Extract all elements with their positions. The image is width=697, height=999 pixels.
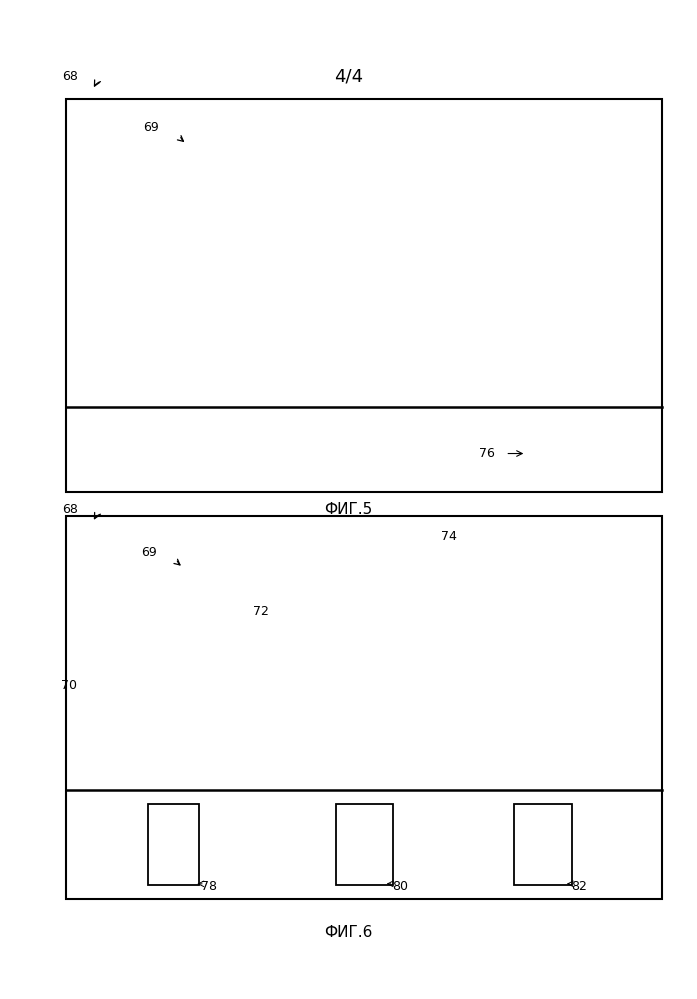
- FancyBboxPatch shape: [426, 211, 456, 404]
- FancyBboxPatch shape: [313, 682, 344, 786]
- FancyBboxPatch shape: [276, 697, 306, 786]
- FancyBboxPatch shape: [614, 115, 644, 404]
- FancyBboxPatch shape: [201, 726, 231, 786]
- Bar: [609, 416, 645, 484]
- FancyBboxPatch shape: [464, 623, 493, 786]
- Text: ФИГ.6: ФИГ.6: [324, 924, 373, 940]
- FancyBboxPatch shape: [351, 250, 381, 404]
- Bar: [526, 440, 645, 460]
- FancyBboxPatch shape: [125, 365, 155, 404]
- FancyBboxPatch shape: [351, 667, 381, 786]
- Text: 76: 76: [479, 447, 495, 460]
- Text: S: S: [520, 810, 566, 879]
- FancyBboxPatch shape: [539, 153, 569, 404]
- Text: 4/4: 4/4: [334, 68, 363, 86]
- Text: 80: 80: [392, 879, 408, 892]
- FancyBboxPatch shape: [88, 771, 118, 786]
- FancyBboxPatch shape: [464, 192, 493, 404]
- FancyBboxPatch shape: [576, 578, 606, 786]
- FancyBboxPatch shape: [501, 173, 531, 404]
- FancyBboxPatch shape: [163, 741, 193, 786]
- FancyBboxPatch shape: [163, 346, 193, 404]
- Text: 70: 70: [61, 678, 77, 691]
- Text: E: E: [342, 810, 387, 879]
- Text: 78: 78: [201, 879, 217, 892]
- FancyBboxPatch shape: [388, 230, 419, 404]
- Text: ФИГ.5: ФИГ.5: [324, 501, 373, 517]
- FancyBboxPatch shape: [539, 593, 569, 786]
- FancyBboxPatch shape: [426, 637, 456, 786]
- Text: 68: 68: [62, 70, 78, 84]
- FancyBboxPatch shape: [201, 327, 231, 404]
- Text: 68: 68: [62, 502, 78, 516]
- FancyBboxPatch shape: [501, 608, 531, 786]
- Text: 74: 74: [441, 530, 457, 543]
- Text: 72: 72: [252, 604, 268, 617]
- Text: 69: 69: [141, 545, 157, 559]
- FancyBboxPatch shape: [388, 652, 419, 786]
- Text: L: L: [153, 810, 194, 879]
- FancyBboxPatch shape: [88, 384, 118, 404]
- FancyBboxPatch shape: [125, 756, 155, 786]
- FancyBboxPatch shape: [313, 269, 344, 404]
- FancyBboxPatch shape: [614, 563, 644, 786]
- FancyBboxPatch shape: [576, 134, 606, 404]
- Bar: [526, 416, 562, 484]
- FancyBboxPatch shape: [238, 307, 268, 404]
- Text: 82: 82: [571, 879, 587, 892]
- Text: 69: 69: [143, 121, 159, 135]
- FancyBboxPatch shape: [276, 288, 306, 404]
- FancyBboxPatch shape: [238, 712, 268, 786]
